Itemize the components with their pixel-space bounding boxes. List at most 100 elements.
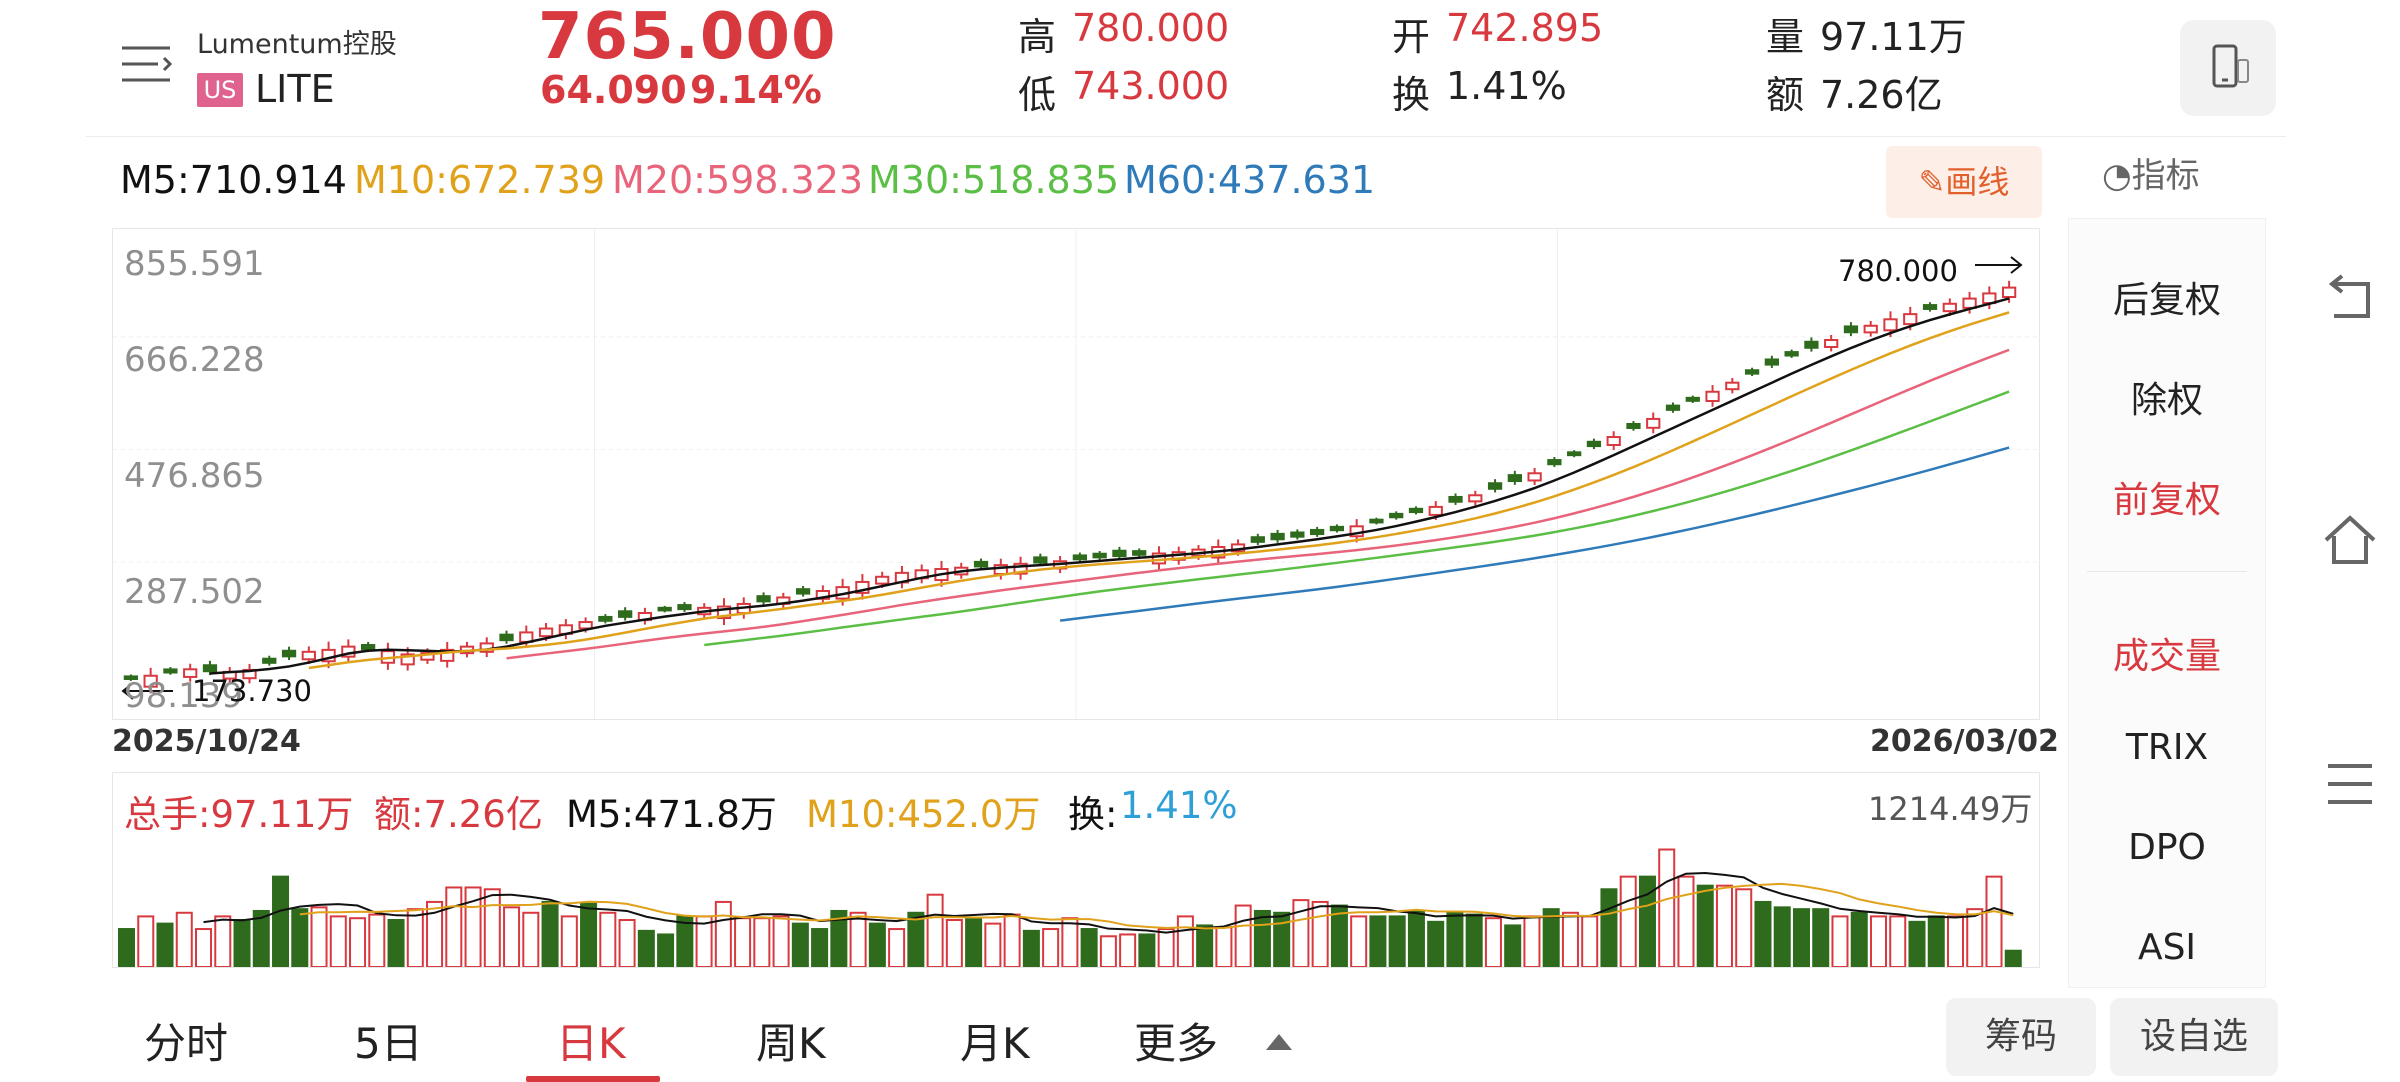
rp-trix[interactable]: TRIX (2125, 727, 2209, 768)
home-icon[interactable] (2322, 512, 2378, 568)
candle (281, 649, 297, 658)
volume-bar (1850, 911, 1868, 968)
candle (400, 653, 415, 666)
draw-line-button[interactable]: ✎画线 (1886, 146, 2042, 218)
candle (1132, 550, 1147, 556)
volume-bar (118, 928, 136, 969)
volume-value: 97.11万 (1820, 15, 1967, 59)
device-toggle-button[interactable] (2180, 20, 2276, 116)
volume-bar (1215, 926, 1233, 968)
ma20-label: M20:598.323 (612, 158, 864, 202)
volume-bar (657, 933, 675, 968)
volume-bar (945, 919, 963, 968)
volume-bar (1080, 928, 1098, 969)
candle (1013, 562, 1028, 575)
volume-bar (272, 875, 290, 968)
volume-bar (714, 900, 732, 968)
ma10-label: M10:672.739 (354, 158, 606, 202)
volume-bar (791, 922, 809, 968)
volume-bar (1619, 875, 1637, 968)
chips-button[interactable]: 筹码 (1946, 998, 2096, 1076)
candle (499, 633, 514, 642)
candle (1843, 325, 1859, 334)
tab-more[interactable]: 更多 (1134, 1019, 1219, 1068)
candle (202, 664, 218, 673)
menu-lines-icon[interactable] (120, 44, 172, 88)
phone-rotate-icon (2212, 44, 2249, 88)
volume-bar (175, 911, 193, 968)
turnover-label: 换 (1392, 73, 1431, 117)
pencil-icon: ✎ (1918, 163, 1946, 201)
candle (1922, 304, 1938, 310)
volume-bar (926, 893, 944, 968)
hamburger-menu-icon[interactable] (2322, 756, 2378, 812)
tab-daily-k[interactable]: 日K (556, 1019, 626, 1068)
candle (420, 652, 435, 661)
back-arrow-icon[interactable] (2322, 272, 2378, 328)
volume-bar (1311, 900, 1329, 968)
volume-bar (1022, 929, 1040, 968)
candle (440, 648, 455, 662)
rp-asi[interactable]: ASI (2137, 927, 2197, 968)
volume-bar (1388, 915, 1406, 968)
volume-bar (1677, 875, 1695, 968)
volume-bar (1792, 908, 1810, 968)
kline-chart[interactable] (112, 228, 2040, 720)
volume-m10-line (299, 882, 2014, 930)
adjustment-panel: 后复权 除权 前复权 成交量 TRIX DPO ASI (2068, 218, 2266, 988)
volume-bar (2004, 949, 2022, 969)
candle (1290, 531, 1305, 538)
low-label: 低 (1018, 73, 1057, 117)
caret-up-icon[interactable] (1264, 1032, 1294, 1052)
rp-ex-rights[interactable]: 除权 (2130, 380, 2203, 421)
candle (1112, 549, 1127, 558)
add-watchlist-button[interactable]: 设自选 (2110, 998, 2278, 1076)
candle (578, 621, 593, 630)
volume-bar (1889, 915, 1907, 968)
candle (538, 627, 554, 638)
candle (1626, 422, 1641, 429)
candle (1824, 339, 1839, 348)
rp-back-adjusted[interactable]: 后复权 (2112, 280, 2221, 321)
volume-chart[interactable] (112, 772, 2040, 969)
volume-turnover: 1.41% (1120, 784, 1238, 827)
volume-amount: 额:7.26亿 (374, 793, 543, 836)
volume-bar (1581, 915, 1599, 968)
open-value: 742.895 (1446, 6, 1604, 50)
rp-forward-adjusted[interactable]: 前复权 (2112, 480, 2221, 521)
candle (1606, 436, 1621, 447)
candle (301, 650, 316, 661)
volume-bar (137, 915, 155, 968)
gauge-icon: ◔ (2102, 156, 2132, 196)
volume-max-label: 1214.49万 (1868, 790, 2033, 828)
volume-bar (1831, 915, 1849, 968)
volume-bar (156, 922, 174, 968)
volume-bar (310, 906, 328, 969)
tab-5day[interactable]: 5日 (354, 1019, 423, 1068)
candle (973, 560, 989, 568)
candle (756, 595, 771, 603)
candle (1270, 532, 1285, 541)
y-axis-label: 855.591 (124, 244, 265, 284)
rp-dpo[interactable]: DPO (2128, 827, 2206, 868)
company-name: Lumentum控股 (197, 29, 397, 60)
indicator-button[interactable]: ◔指标 (2102, 148, 2200, 197)
volume-bar (329, 915, 347, 968)
ma30-label: M30:518.835 (868, 158, 1120, 202)
candle (1527, 472, 1542, 482)
candle (1092, 552, 1107, 559)
volume-bar (734, 917, 752, 968)
volume-bar (1966, 908, 1984, 968)
candle (1646, 417, 1661, 429)
tab-weekly-k[interactable]: 周K (756, 1019, 826, 1068)
tab-monthly-k[interactable]: 月K (960, 1019, 1030, 1068)
candle (1408, 507, 1424, 514)
volume-bar (560, 915, 578, 968)
volume-bar (503, 906, 521, 969)
indicator-label: 指标 (2131, 156, 2200, 196)
volume-m5-line (203, 872, 2014, 934)
ma30-line (704, 390, 2010, 647)
rp-volume[interactable]: 成交量 (2112, 636, 2221, 677)
candle (1547, 459, 1562, 466)
tab-intraday[interactable]: 分时 (144, 1019, 229, 1068)
